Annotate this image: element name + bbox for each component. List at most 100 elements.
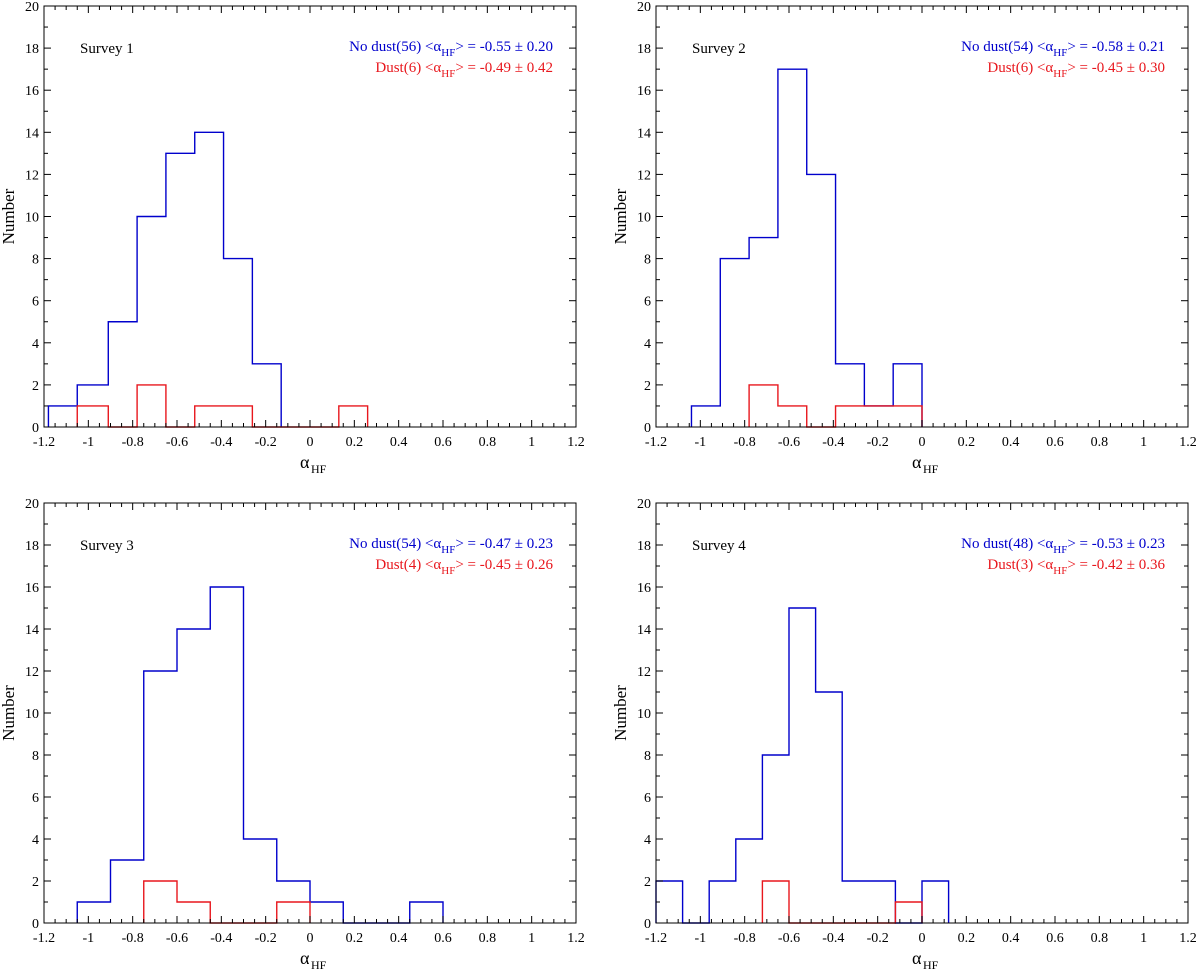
x-tick-label: -0.2 [867, 931, 889, 946]
y-tick-label: 0 [644, 917, 651, 932]
y-axis-label: Number [611, 685, 630, 741]
dust-histogram-series [76, 384, 369, 428]
y-tick-label: 0 [32, 421, 39, 436]
no-dust-annotation: No dust(54) <αHF> = -0.58 ± 0.21 [961, 39, 1165, 59]
chart-panel-2: -1.2 -1 -0.8 -0.6 -0.4 -0.2 0 0.2 0.4 0.6 0.8 1 1.2 0… [611, 0, 1197, 476]
x-axis-label: α [300, 452, 310, 472]
no-dust-histogram-series [655, 607, 950, 924]
x-tick-label: 1.2 [1179, 931, 1197, 946]
x-tick-label: -1.2 [33, 931, 55, 946]
x-tick-label: 1 [528, 435, 535, 450]
y-tick-label: 20 [25, 0, 39, 15]
x-tick-label: 0.2 [346, 931, 364, 946]
x-axis-label-subscript: HF [923, 462, 939, 476]
x-tick-label: 0.8 [479, 931, 497, 946]
x-tick-label: -0.8 [734, 435, 756, 450]
y-tick-label: 8 [644, 253, 651, 268]
y-tick-label: 18 [637, 539, 651, 554]
y-tick-label: 4 [644, 833, 651, 848]
dust-histogram-series [761, 880, 923, 924]
x-axis-label-subscript: HF [311, 958, 327, 972]
x-tick-label: 1.2 [567, 435, 585, 450]
dust-histogram-series [748, 384, 923, 428]
y-tick-label: 20 [637, 497, 651, 512]
chart-panel-3: -1.2 -1 -0.8 -0.6 -0.4 -0.2 0 0.2 0.4 0.6 0.8 1 1.2 0… [0, 497, 585, 972]
y-tick-label: 12 [637, 665, 651, 680]
y-tick-label: 2 [644, 875, 651, 890]
y-tick-label: 16 [25, 581, 39, 596]
x-tick-label: -0.4 [210, 435, 232, 450]
x-tick-label: -0.8 [734, 931, 756, 946]
x-tick-label: 1 [1140, 931, 1147, 946]
x-tick-label: 0.4 [390, 435, 408, 450]
x-tick-label: 0.4 [390, 931, 408, 946]
x-tick-label: -0.6 [778, 931, 800, 946]
y-tick-label: 10 [637, 707, 651, 722]
x-tick-label: -0.8 [122, 931, 144, 946]
x-axis-label-subscript: HF [923, 958, 939, 972]
x-axis-label: α [912, 948, 922, 968]
x-tick-label: -0.2 [255, 931, 277, 946]
x-tick-label: -1.2 [645, 435, 667, 450]
panel-title: Survey 1 [80, 41, 134, 57]
no-dust-histogram-series [47, 131, 282, 427]
dust-histogram-series [143, 880, 311, 924]
dust-annotation: Dust(4) <αHF> = -0.45 ± 0.26 [375, 557, 553, 577]
dust-annotation: Dust(3) <αHF> = -0.42 ± 0.36 [987, 557, 1165, 577]
y-tick-label: 14 [637, 623, 651, 638]
y-tick-label: 14 [25, 623, 39, 638]
x-tick-label: 0.4 [1002, 435, 1020, 450]
y-tick-label: 16 [637, 84, 651, 99]
y-tick-label: 10 [637, 211, 651, 226]
no-dust-annotation: No dust(56) <αHF> = -0.55 ± 0.20 [349, 39, 553, 59]
y-tick-label: 4 [32, 833, 39, 848]
y-tick-label: 10 [25, 707, 39, 722]
y-tick-label: 8 [644, 749, 651, 764]
y-tick-label: 18 [25, 42, 39, 57]
x-tick-label: 0.2 [346, 435, 364, 450]
y-tick-label: 12 [637, 168, 651, 183]
y-tick-label: 6 [644, 295, 651, 310]
x-tick-label: -0.6 [778, 435, 800, 450]
x-tick-label: -1 [82, 931, 94, 946]
x-tick-label: 0.6 [434, 435, 452, 450]
panel-title: Survey 2 [692, 41, 746, 57]
x-tick-label: 0.8 [1091, 435, 1109, 450]
x-tick-label: 1.2 [1179, 435, 1197, 450]
x-tick-label: -0.6 [166, 931, 188, 946]
x-tick-label: -1.2 [645, 931, 667, 946]
x-tick-label: -0.8 [122, 435, 144, 450]
x-tick-label: 1 [528, 931, 535, 946]
x-tick-label: -0.4 [822, 931, 844, 946]
y-tick-label: 18 [637, 42, 651, 57]
y-tick-label: 2 [32, 875, 39, 890]
dust-annotation: Dust(6) <αHF> = -0.49 ± 0.42 [375, 60, 553, 80]
x-tick-label: 0.8 [479, 435, 497, 450]
y-tick-label: 18 [25, 539, 39, 554]
y-tick-label: 12 [25, 665, 39, 680]
x-tick-label: -1 [82, 435, 94, 450]
x-axis-label: α [300, 948, 310, 968]
y-tick-label: 2 [644, 379, 651, 394]
x-tick-label: 0.6 [1046, 435, 1064, 450]
x-tick-label: 0.8 [1091, 931, 1109, 946]
x-tick-label: -1.2 [33, 435, 55, 450]
x-tick-label: 0 [307, 931, 314, 946]
x-axis-label: α [912, 452, 922, 472]
dust-annotation: Dust(6) <αHF> = -0.45 ± 0.30 [987, 60, 1165, 80]
x-tick-label: 0 [919, 435, 926, 450]
y-tick-label: 8 [32, 749, 39, 764]
y-tick-label: 4 [644, 337, 651, 352]
y-tick-label: 14 [637, 126, 651, 141]
y-tick-label: 4 [32, 337, 39, 352]
x-axis-label-subscript: HF [311, 462, 327, 476]
x-tick-label: 0.6 [434, 931, 452, 946]
y-tick-label: 6 [32, 295, 39, 310]
no-dust-annotation: No dust(48) <αHF> = -0.53 ± 0.23 [961, 536, 1165, 556]
x-tick-label: 0.6 [1046, 931, 1064, 946]
y-axis-label: Number [0, 685, 18, 741]
x-tick-label: -0.4 [210, 931, 232, 946]
y-tick-label: 0 [32, 917, 39, 932]
